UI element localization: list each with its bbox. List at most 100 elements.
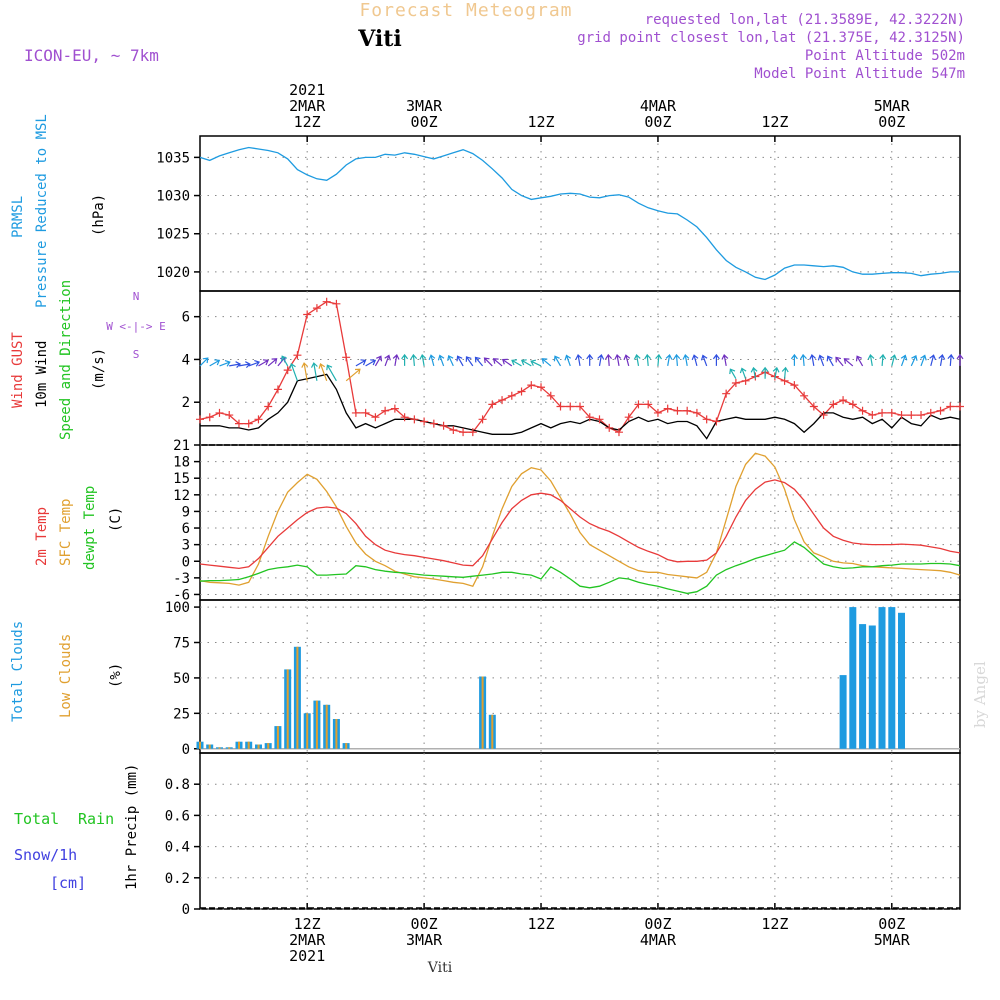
- requested-coords: requested lon,lat (21.3589E, 42.3222N): [645, 12, 965, 28]
- wind-gust-marker: [546, 391, 555, 400]
- total-cloud-bar: [898, 612, 905, 749]
- time-label-top: 00Z: [411, 113, 438, 131]
- temperature-ytick-label: 15: [173, 471, 190, 487]
- precipitation-ytick-label: 0: [182, 902, 190, 918]
- wind-direction-arrow: [365, 359, 377, 367]
- wind-direction-arrow: [258, 359, 269, 367]
- rain-label: Rain: [78, 810, 114, 828]
- wind-direction-arrow: [809, 354, 817, 367]
- wind-gust-marker: [614, 428, 623, 437]
- wind-gust-marker: [585, 413, 594, 422]
- wind-gust-marker: [361, 408, 370, 417]
- wind-direction-arrow: [520, 359, 532, 367]
- wind-gust-marker: [702, 415, 711, 424]
- low-cloud-bar: [276, 726, 279, 749]
- wind-gust-marker: [254, 415, 263, 424]
- wind-gust-marker: [624, 413, 633, 422]
- wind-direction-arrow: [890, 354, 898, 367]
- compass-south: S: [133, 348, 140, 361]
- wind-gust-marker: [264, 402, 273, 411]
- wind-gust-marker: [868, 411, 877, 420]
- low-cloud-bar: [208, 744, 211, 749]
- wind-gust-marker: [790, 381, 799, 390]
- wind-gust-marker: [410, 415, 419, 424]
- wind-direction-arrow: [781, 366, 789, 379]
- wind-gust-marker: [848, 400, 857, 409]
- wind-direction-arrow: [605, 353, 613, 366]
- total-clouds-label: Total Clouds: [10, 621, 26, 722]
- compass-rose: N W <-|-> E S: [106, 290, 166, 361]
- wind-direction-arrow: [855, 355, 864, 367]
- model-name: ICON-EU, ~ 7km: [24, 46, 159, 65]
- watermark: by Angel: [971, 661, 989, 728]
- time-label-top: 12Z: [294, 113, 321, 131]
- wind-direction-arrow: [843, 358, 854, 367]
- wind-gust-marker: [673, 406, 682, 415]
- clouds-ytick-label: 75: [173, 636, 190, 652]
- wind-direction-arrow: [530, 359, 542, 367]
- total-cloud-bar: [859, 624, 867, 749]
- wind-gust-marker: [926, 408, 935, 417]
- wind-gust-marker: [234, 419, 243, 428]
- total-cloud-bar: [888, 607, 896, 749]
- wind-gust-marker: [478, 415, 487, 424]
- wind-direction-arrow: [289, 362, 298, 382]
- wind-gust-marker: [576, 402, 584, 411]
- time-label-top: 00Z: [878, 113, 905, 131]
- wind-direction-arrow: [355, 359, 367, 367]
- wind-direction-arrow: [729, 368, 737, 380]
- wind-direction-arrow: [790, 353, 798, 366]
- wind-gust-marker: [663, 404, 672, 413]
- wind-direction-arrow: [655, 353, 663, 366]
- series-markers: [196, 297, 964, 437]
- wind-direction-arrow: [483, 357, 493, 367]
- grid-layer: [194, 136, 960, 910]
- wind-direction-arrow: [199, 357, 209, 367]
- wind-direction-arrow: [447, 354, 454, 367]
- wind-direction-arrow: [345, 368, 361, 382]
- wind-gust-marker: [809, 402, 818, 411]
- wind-gust-marker: [439, 421, 448, 430]
- precipitation-ytick-label: 0.4: [165, 840, 190, 856]
- low-cloud-bar: [296, 646, 299, 749]
- wind-gust-marker: [225, 411, 234, 420]
- wind-10m-wind-line: [200, 373, 961, 440]
- wind-direction-arrow: [900, 354, 908, 367]
- wind-10m-label: 10m Wind: [34, 341, 50, 408]
- temperature-ytick-label: 21: [173, 438, 190, 454]
- pressure-ytick-label: 1035: [156, 150, 190, 166]
- temperature-ytick-label: 3: [182, 538, 190, 554]
- wind-direction-arrow: [238, 361, 251, 369]
- wind-gust-marker: [429, 419, 438, 428]
- low-cloud-bar: [247, 741, 250, 749]
- time-label-bottom: 12Z: [761, 915, 788, 933]
- prmsl-label: PRMSL: [10, 196, 26, 238]
- wind-gust-marker: [829, 400, 838, 409]
- wind-direction-arrow: [541, 358, 552, 367]
- wind-direction-arrow: [712, 353, 720, 366]
- precipitation-ytick-label: 0.2: [165, 871, 190, 887]
- wind-gust-marker: [312, 304, 321, 313]
- wind-direction-arrow: [597, 354, 605, 367]
- temperature-ytick-label: -3: [173, 571, 190, 587]
- time-label-bottom: 4MAR: [640, 931, 677, 949]
- time-label-top: 3MAR: [406, 97, 443, 115]
- wind-direction-arrow: [644, 353, 652, 366]
- temp-unit: (C): [108, 507, 124, 532]
- wind-direction-arrow: [474, 356, 484, 367]
- time-label-top: 2MAR: [289, 97, 326, 115]
- wind-gust-marker: [878, 408, 887, 417]
- low-cloud-bar: [238, 741, 240, 749]
- wind-gust-marker: [936, 406, 945, 415]
- wind-gust-marker: [488, 400, 497, 409]
- low-cloud-bar: [199, 741, 201, 749]
- wind-direction-arrow: [501, 358, 513, 367]
- time-label-bottom: 2021: [289, 947, 325, 965]
- compass-west-east: W <-|-> E: [106, 320, 166, 333]
- pressure-prmsl-line: [199, 146, 960, 281]
- time-label-bottom: 00Z: [878, 915, 905, 933]
- wind-gust-marker: [839, 396, 848, 405]
- wind-direction-arrow: [673, 353, 681, 366]
- snow-unit-label: [cm]: [50, 874, 86, 892]
- wind-gust-marker: [293, 351, 302, 360]
